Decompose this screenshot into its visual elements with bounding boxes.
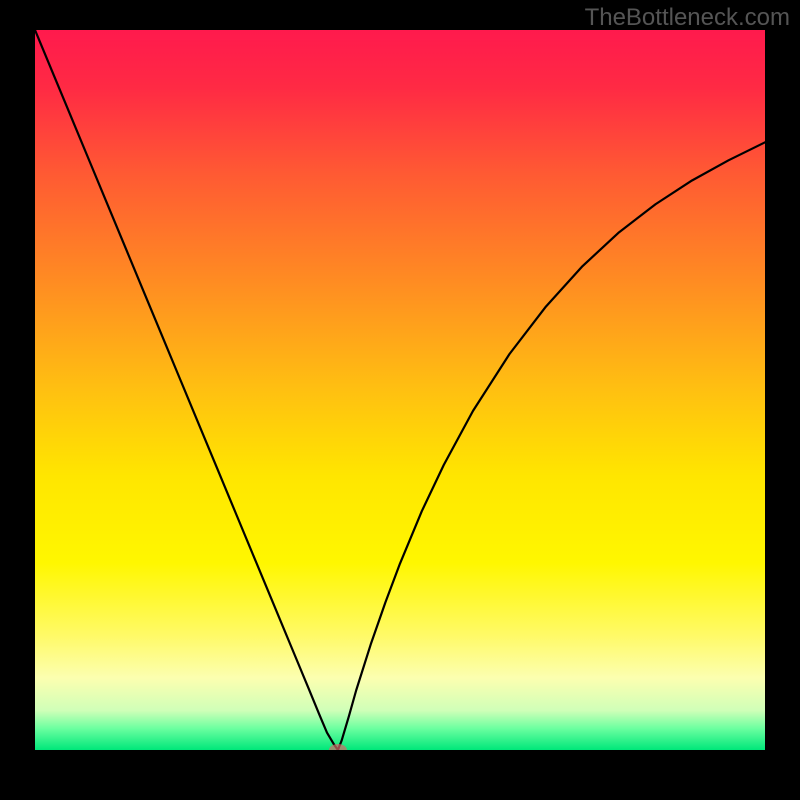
gradient-background bbox=[35, 30, 765, 750]
chart-container: TheBottleneck.com bbox=[0, 0, 800, 800]
plot-area bbox=[35, 30, 765, 750]
watermark-text: TheBottleneck.com bbox=[585, 4, 790, 32]
bottleneck-curve-chart bbox=[35, 30, 765, 750]
